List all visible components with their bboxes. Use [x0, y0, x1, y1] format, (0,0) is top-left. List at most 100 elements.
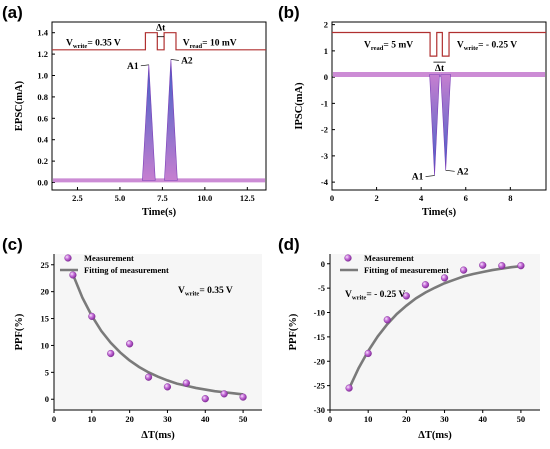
plot-background: [330, 254, 540, 410]
plot-background: [54, 254, 262, 410]
measurement-point: [460, 266, 468, 274]
x-tick-label: 6: [464, 193, 468, 203]
fit-curve: [347, 264, 522, 390]
x-tick-label: 10: [88, 414, 97, 424]
measurement-point: [479, 261, 487, 269]
legend-label-fit: Fitting of measurement: [364, 265, 449, 275]
measurement-point: [182, 379, 190, 387]
x-tick-label: 7.5: [157, 193, 168, 203]
y-tick-label: 5: [45, 367, 49, 377]
x-tick-label: 10.0: [197, 193, 212, 203]
panel-c-ppf-chart: 0 5 10 15 20 25 0 10 20 30 40 50 ΔT(ms) PPF(%) Measure…: [14, 253, 262, 441]
legend-marker-measurement: [64, 254, 72, 262]
v-read-annotation: Vread= 5 mV: [364, 40, 413, 52]
y-tick-label: -10: [314, 308, 325, 318]
y-tick-label: -1: [321, 98, 328, 108]
measurement-point: [345, 384, 353, 392]
measurement-point: [383, 316, 391, 324]
peak-label: A1: [127, 62, 139, 72]
y-tick-label: 0.0: [37, 178, 48, 188]
current-peak: [142, 64, 156, 181]
y-tick-label: 25: [41, 260, 50, 270]
peak-label-pointer: [445, 169, 455, 172]
measurement-point: [239, 393, 247, 401]
current-baseline: [53, 178, 265, 183]
y-tick-label: -15: [314, 332, 325, 342]
current-peak: [164, 59, 178, 181]
x-tick-label: 5.0: [115, 193, 126, 203]
panel-b-letter: (b): [278, 3, 300, 22]
panel-a-epsc-chart: 0.0 0.2 0.4 0.6 0.8 1.0 1.2 1.4 2.5 5.0 7.5 10.0 12.…: [14, 21, 267, 218]
x-tick-label: 4: [419, 193, 424, 203]
measurement-point: [88, 312, 96, 321]
legend-label-fit: Fitting of measurement: [84, 265, 169, 275]
y-tick-label: 1: [324, 46, 328, 56]
x-tick-label: 10: [364, 414, 373, 424]
measurement-point: [201, 395, 209, 403]
peak-label: A1: [412, 173, 424, 183]
measurement-point: [126, 340, 134, 348]
y-tick-label: -4: [321, 177, 329, 187]
y-tick-label: -20: [314, 356, 325, 366]
peak-label: A2: [181, 56, 193, 66]
x-tick-label: 50: [239, 414, 248, 424]
measurement-point: [220, 390, 228, 398]
panel-c-letter: (c): [2, 235, 23, 254]
plot-frame: [331, 21, 547, 191]
y-tick-label: 0.6: [37, 113, 48, 123]
y-tick-label: 10: [41, 340, 50, 350]
x-tick-label: 2.5: [72, 193, 83, 203]
delta-t-label: Δt: [156, 24, 166, 34]
y-tick-label: -5: [318, 283, 325, 293]
y-tick-label: 0.8: [37, 92, 48, 102]
x-axis-label: Time(s): [422, 207, 457, 218]
y-tick-label: -3: [321, 151, 328, 161]
y-tick-label: 1.0: [37, 71, 48, 81]
x-tick-label: 0: [328, 414, 332, 424]
y-tick-label: 0.4: [37, 135, 48, 145]
panel-d-letter: (d): [278, 235, 300, 254]
y-axis-label: EPSC(mA): [14, 80, 25, 131]
legend-marker-measurement: [344, 254, 352, 262]
peak-label-pointer: [170, 59, 179, 61]
measurement-point: [498, 262, 506, 270]
x-tick-label: 30: [440, 414, 449, 424]
plot-frame: [51, 21, 267, 191]
y-tick-label: 1.2: [37, 49, 48, 59]
legend-label-measurement: Measurement: [84, 253, 134, 263]
voltage-pulse-line: [332, 31, 546, 57]
measurement-point: [402, 292, 410, 300]
x-tick-label: 0: [330, 193, 334, 203]
measurement-point: [517, 262, 525, 270]
current-peak: [440, 74, 451, 171]
peak-label: A2: [457, 167, 469, 177]
measurement-point: [69, 271, 77, 279]
v-write-annotation: Vwrite= - 0.25 V: [345, 290, 405, 302]
y-tick-label: 2: [324, 20, 328, 30]
y-tick-label: 0: [45, 394, 49, 404]
x-tick-label: 8: [508, 193, 512, 203]
x-tick-label: 30: [163, 414, 172, 424]
panel-a-letter: (a): [2, 3, 23, 22]
measurement-point: [440, 274, 449, 282]
y-axis-label: PPF(%): [14, 313, 25, 350]
measurement-point: [163, 383, 172, 391]
v-write-annotation: Vwrite= 0.35 V: [178, 286, 233, 298]
y-tick-label: 20: [41, 287, 50, 297]
voltage-pulse-line: [52, 32, 266, 51]
v-write-annotation: Vwrite= - 0.25 V: [457, 40, 517, 52]
measurement-point: [144, 373, 153, 381]
y-axis-label: IPSC(mA): [294, 82, 305, 130]
x-tick-label: 50: [517, 414, 526, 424]
y-tick-label: 0: [321, 259, 325, 269]
fit-curve: [71, 273, 244, 396]
y-tick-label: -2: [321, 125, 328, 135]
x-tick-label: 40: [201, 414, 210, 424]
legend-label-measurement: Measurement: [364, 253, 414, 263]
measurement-point: [364, 349, 372, 358]
y-tick-label: 15: [41, 314, 50, 324]
x-axis-label: Time(s): [142, 207, 177, 218]
x-axis-label: ΔT(ms): [418, 430, 452, 441]
x-tick-label: 40: [478, 414, 487, 424]
y-tick-label: 0: [324, 72, 328, 82]
